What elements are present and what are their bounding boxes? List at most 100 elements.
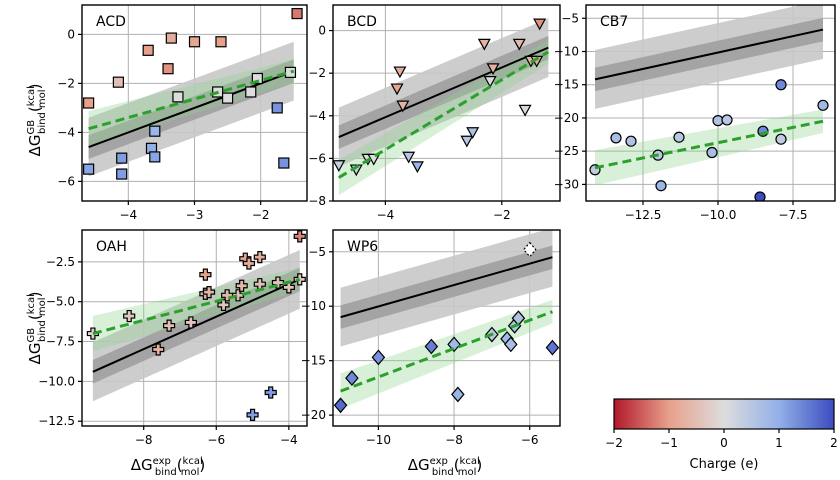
panel-bcd: −4 −2 −8 −6 −4 −2 0 BCD xyxy=(308,4,561,222)
ylabel-top-unit-den: mol xyxy=(37,89,48,108)
green-fit-line xyxy=(594,119,824,170)
data-point xyxy=(264,386,277,399)
xlabel-mid-sub: bind xyxy=(432,467,454,478)
y-tick-label: −12.5 xyxy=(38,414,75,428)
y-tick-label: −6 xyxy=(308,151,326,165)
data-point xyxy=(655,180,667,192)
data-point xyxy=(371,349,386,366)
y-tick-label: −7.5 xyxy=(46,335,75,349)
data-point xyxy=(271,102,283,114)
data-point xyxy=(447,336,461,353)
colorbar: −2 −1 0 1 2 Charge (e) xyxy=(605,398,838,472)
panel-title: OAH xyxy=(96,239,127,255)
data-point xyxy=(245,86,257,98)
panel-title: BCD xyxy=(347,14,377,30)
xlabel-left-delta: ΔG xyxy=(131,456,153,474)
ylabel-bottom-delta: ΔG xyxy=(26,343,44,365)
panel-oah: −8 −6 −4 −12.5 −10.0 −7.5 −5.0 −2.5 OAH xyxy=(38,229,308,447)
xlabel-left-unit-num: kcal xyxy=(183,456,203,467)
data-point xyxy=(188,36,201,48)
black-fit-line xyxy=(340,256,553,319)
svg-text:ΔGGBbind(kcalmol): ΔGGBbind(kcalmol) xyxy=(26,84,48,157)
data-point xyxy=(278,157,290,169)
colorbar-tick-label: 2 xyxy=(830,436,838,450)
data-point xyxy=(116,152,128,164)
axes-frame xyxy=(585,4,836,202)
data-point xyxy=(721,114,733,126)
data-point xyxy=(199,268,212,281)
y-tick-label: −15 xyxy=(554,78,579,92)
colorbar-tick-label: 1 xyxy=(775,436,783,450)
colorbar-tick-label: −1 xyxy=(660,436,678,450)
black-fit-line xyxy=(594,28,824,81)
data-point xyxy=(610,132,622,144)
xlabel-left-sup: exp xyxy=(153,456,171,467)
y-tick-label: −2.5 xyxy=(46,255,75,269)
x-axis-label-left: ΔGexp bind(kcal mol) xyxy=(131,456,206,478)
data-point xyxy=(231,289,245,302)
data-point xyxy=(522,241,537,258)
ylabel-top-delta: ΔG xyxy=(26,135,44,157)
data-point xyxy=(396,100,410,113)
data-point xyxy=(165,32,177,44)
xlabel-mid-unit-num: kcal xyxy=(460,456,480,467)
data-point xyxy=(345,370,359,387)
y-axis-label-bottom: ΔGGBbind(kcalmol) xyxy=(26,292,48,365)
y-tick-label: −10 xyxy=(301,299,326,313)
panel-title: WP6 xyxy=(347,239,378,255)
x-tick-label: −2 xyxy=(493,208,511,222)
data-point xyxy=(775,133,787,145)
xlabel-left-unit-den: mol xyxy=(181,467,200,478)
data-point xyxy=(486,63,500,76)
y-tick-label: −20 xyxy=(301,408,326,422)
green-fit-band xyxy=(88,59,294,147)
data-point xyxy=(817,99,829,111)
y-tick-label: −4 xyxy=(308,109,326,123)
green-fit-band xyxy=(92,267,300,352)
panel-cb7: −12.5 −10.0 −7.5 −30 −25 −20 −15 −10 −5 CB7 xyxy=(554,4,836,222)
y-tick-label: −6 xyxy=(57,174,75,188)
y-tick-label: −2 xyxy=(57,76,75,90)
data-point xyxy=(518,104,532,117)
data-point xyxy=(242,257,256,270)
xlabel-left-sub: bind xyxy=(155,467,177,478)
ylabel-bottom-unit-num: kcal xyxy=(26,294,37,314)
data-point xyxy=(483,76,497,88)
data-point xyxy=(221,92,234,104)
x-tick-label: −4 xyxy=(377,208,395,222)
data-point xyxy=(172,91,184,103)
data-point xyxy=(333,397,348,414)
data-point xyxy=(545,339,560,356)
ylabel-top-sub: bind xyxy=(37,112,48,134)
data-point xyxy=(282,281,295,294)
data-point xyxy=(149,125,161,137)
y-tick-label: −20 xyxy=(554,111,579,125)
data-point xyxy=(673,131,685,143)
y-tick-label: 0 xyxy=(67,27,75,41)
y-tick-label: −8 xyxy=(308,194,326,208)
data-point xyxy=(390,83,404,96)
panel-title: ACD xyxy=(96,14,126,30)
x-tick-label: −3 xyxy=(186,208,204,222)
ylabel-bottom-sub: bind xyxy=(37,320,48,342)
data-point xyxy=(246,408,259,421)
y-tick-label: −25 xyxy=(554,144,579,158)
data-point xyxy=(512,38,526,51)
data-point xyxy=(142,44,154,56)
data-point xyxy=(184,316,197,329)
data-point xyxy=(775,79,787,91)
y-tick-label: −5 xyxy=(308,245,326,259)
x-tick-label: −2 xyxy=(252,208,270,222)
y-tick-label: −5.0 xyxy=(46,295,75,309)
y-tick-label: 0 xyxy=(318,24,326,38)
data-point xyxy=(410,161,424,174)
x-tick-label: −10.0 xyxy=(700,208,737,222)
data-point xyxy=(217,298,230,311)
green-fit-line xyxy=(92,277,301,336)
data-point xyxy=(152,343,165,356)
green-fit-line xyxy=(340,310,553,393)
data-point xyxy=(215,36,227,48)
axes-frame xyxy=(81,229,308,427)
panel-title: CB7 xyxy=(600,14,628,30)
axes-frame xyxy=(332,4,561,202)
